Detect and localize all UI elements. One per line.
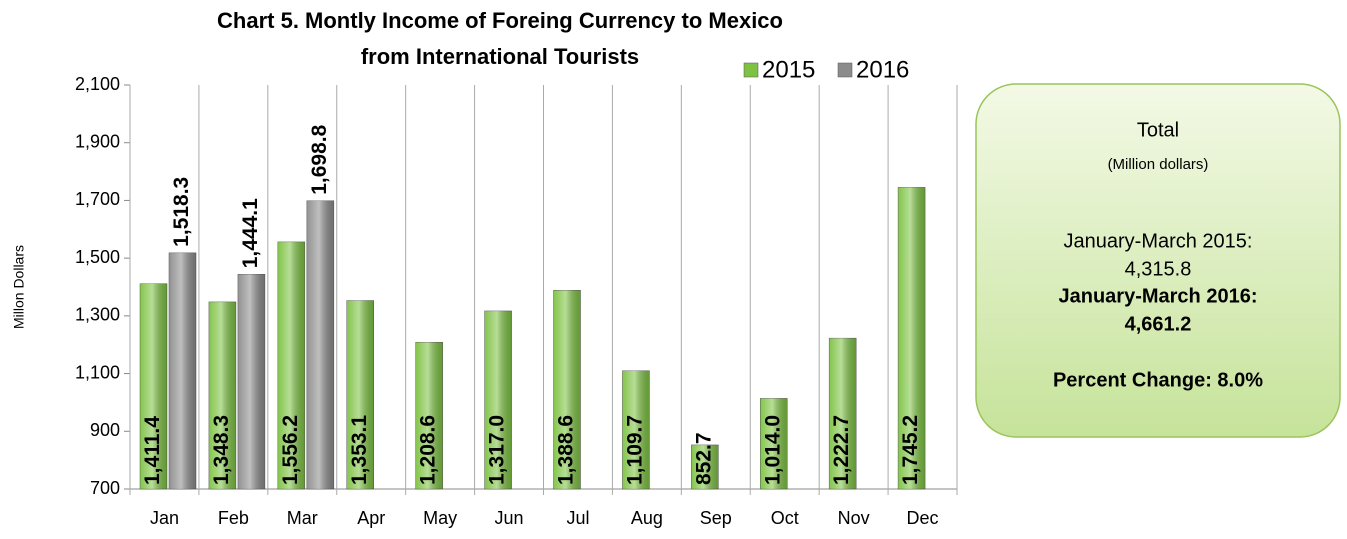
box-line: 4,315.8 — [1125, 258, 1192, 280]
y-tick-label: 1,500 — [75, 247, 120, 267]
box-unit: (Million dollars) — [1108, 156, 1209, 173]
value-label: 1,222.7 — [830, 415, 853, 485]
value-label: 1,109.7 — [623, 415, 646, 485]
value-label: 1,518.3 — [170, 177, 193, 247]
x-tick-label: Aug — [631, 508, 663, 528]
value-label: 852.7 — [692, 432, 715, 485]
box-line: January-March 2015: — [1064, 230, 1253, 252]
box-line: January-March 2016: — [1059, 285, 1258, 307]
bar-shine — [208, 301, 236, 489]
value-label: 1,317.0 — [486, 415, 509, 485]
bar-shine — [237, 274, 265, 489]
bar-shine — [622, 370, 650, 489]
value-label: 1,353.1 — [348, 415, 371, 485]
bar-shine — [169, 252, 196, 489]
x-tick-label: Feb — [218, 508, 249, 528]
value-label: 1,388.6 — [555, 415, 578, 485]
value-label: 1,556.2 — [279, 415, 302, 485]
value-label: 1,208.6 — [417, 415, 440, 485]
y-tick-label: 2,100 — [75, 74, 120, 94]
x-tick-label: Dec — [907, 508, 939, 528]
x-tick-label: Jun — [495, 508, 524, 528]
box-heading: Total — [1137, 119, 1179, 141]
chart-title: Chart 5. Montly Income of Foreing Curren… — [217, 8, 783, 33]
y-tick-label: 900 — [90, 420, 120, 440]
y-tick-label: 700 — [90, 478, 120, 498]
legend-swatch — [837, 62, 853, 78]
bar-shine — [553, 290, 581, 489]
legend-label: 2015 — [762, 56, 815, 83]
box-line: Percent Change: 8.0% — [1053, 369, 1263, 391]
y-tick-label: 1,700 — [75, 189, 120, 209]
y-tick-label: 1,100 — [75, 362, 120, 382]
box-line: 4,661.2 — [1125, 313, 1192, 335]
x-tick-label: Sep — [700, 508, 732, 528]
x-tick-label: Oct — [771, 508, 799, 528]
bar-shine — [829, 338, 857, 489]
legend-label: 2016 — [856, 56, 909, 83]
x-tick-label: Mar — [287, 508, 318, 528]
bar-shine — [898, 187, 926, 490]
value-label: 1,698.8 — [308, 124, 331, 194]
legend-swatch — [743, 62, 759, 78]
bar-shine — [691, 444, 719, 489]
x-tick-label: Nov — [838, 508, 870, 528]
value-label: 1,444.1 — [239, 198, 262, 268]
bar-shine — [415, 342, 443, 489]
bar-shine — [140, 283, 167, 489]
bar-shine — [277, 241, 305, 489]
value-label: 1,745.2 — [899, 415, 922, 485]
summary-box — [975, 83, 1341, 438]
bar-shine — [346, 300, 374, 489]
y-tick-label: 1,300 — [75, 305, 120, 325]
y-axis-label: Millon Dollars — [11, 245, 27, 329]
value-label: 1,411.4 — [141, 416, 164, 485]
value-label: 1,348.3 — [210, 415, 233, 485]
chart-title: from International Tourists — [361, 44, 639, 69]
x-tick-label: Jan — [150, 508, 179, 528]
x-tick-label: Apr — [357, 508, 385, 528]
value-label: 1,014.0 — [761, 415, 784, 485]
bar-shine — [760, 398, 788, 489]
y-tick-label: 1,900 — [75, 131, 120, 151]
x-tick-label: Jul — [566, 508, 589, 528]
bar-shine — [306, 200, 334, 490]
x-tick-label: May — [423, 508, 457, 528]
bar-shine — [484, 310, 512, 489]
